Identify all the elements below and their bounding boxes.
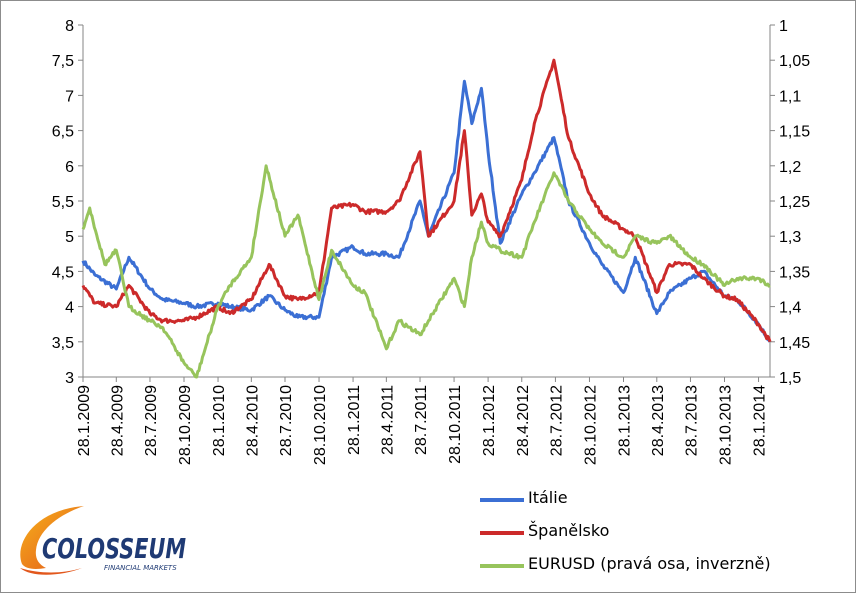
series-line-spanelsko (81, 58, 772, 343)
x-tick-label: 28.1.2014 (752, 385, 769, 456)
y-left-tick-label: 5,5 (52, 194, 74, 211)
x-tick-label: 28.1.2009 (76, 385, 93, 456)
y-right-tick-label: 1,3 (779, 229, 801, 246)
legend-swatch-italie (480, 498, 524, 502)
y-left-tick-label: 5 (65, 229, 74, 246)
y-right-tick-label: 1,05 (779, 53, 810, 70)
x-tick-label: 28.10.2013 (717, 385, 734, 465)
y-left-tick-label: 3 (65, 370, 74, 387)
x-tick-label: 28.10.2009 (177, 385, 194, 465)
tick-labels: 3 3,5 4 4,5 5 5,5 6 6,5 7 7,5 8 1 1,05 1,1 1,15 1,2 1,25… (52, 18, 810, 465)
x-tick-label: 28.7.2012 (548, 385, 565, 456)
x-tick-label: 28.1.2013 (616, 385, 633, 456)
logo-wordmark: COLOSSEUM (42, 532, 186, 565)
y-right-tick-label: 1,15 (779, 124, 810, 141)
x-tick-label: 28.4.2011 (379, 385, 396, 455)
legend-label-eurusd: EURUSD (pravá osa, inverzně) (528, 554, 771, 573)
legend-label-spanelsko: Španělsko (528, 521, 610, 540)
x-tick-label: 28.1.2012 (481, 385, 498, 456)
y-right-tick-label: 1,2 (779, 159, 801, 176)
legend-swatch-eurusd (480, 564, 524, 568)
colosseum-logo: COLOSSEUM FINANCIAL MARKETS (20, 506, 186, 575)
x-tick-label: 28.10.2011 (447, 385, 464, 464)
y-left-tick-label: 7,5 (52, 53, 74, 70)
y-right-tick-label: 1 (779, 18, 788, 35)
series-layer (81, 58, 772, 379)
x-tick-label: 28.4.2010 (244, 385, 261, 456)
y-right-tick-label: 1,35 (779, 264, 810, 281)
legend-label-italie: Itálie (528, 488, 568, 507)
legend-swatch-spanelsko (480, 531, 524, 535)
x-tick-label: 28.4.2009 (109, 385, 126, 456)
logo-swoosh-tail-icon (20, 568, 82, 575)
x-tick-label: 28.7.2009 (143, 385, 160, 456)
y-right-tick-label: 1,25 (779, 194, 810, 211)
x-tick-label: 28.7.2013 (683, 385, 700, 456)
x-tick-label: 28.1.2011 (346, 385, 363, 455)
x-tick-label: 28.4.2013 (650, 385, 667, 456)
y-left-tick-label: 4 (65, 300, 74, 317)
x-tick-label: 28.10.2012 (582, 385, 599, 465)
x-tick-label: 28.10.2010 (312, 385, 329, 465)
x-tick-label: 28.7.2010 (278, 385, 295, 456)
y-left-tick-label: 6 (65, 159, 74, 176)
y-left-tick-label: 4,5 (52, 264, 74, 281)
x-tick-label: 28.7.2011 (413, 385, 430, 455)
y-right-tick-label: 1,4 (779, 300, 801, 317)
y-left-tick-label: 7 (65, 88, 74, 105)
x-tick-label: 28.1.2010 (211, 385, 228, 456)
logo-swoosh-icon (20, 506, 84, 569)
y-left-tick-label: 6,5 (52, 124, 74, 141)
y-right-tick-label: 1,45 (779, 335, 810, 352)
logo-tagline: FINANCIAL MARKETS (104, 564, 177, 572)
y-right-tick-label: 1,1 (779, 88, 801, 105)
series-line-eurusd (81, 164, 771, 379)
x-tick-label: 28.4.2012 (515, 385, 532, 456)
y-left-tick-label: 8 (65, 18, 74, 35)
y-right-tick-label: 1,5 (779, 370, 801, 387)
y-left-tick-label: 3,5 (52, 335, 74, 352)
